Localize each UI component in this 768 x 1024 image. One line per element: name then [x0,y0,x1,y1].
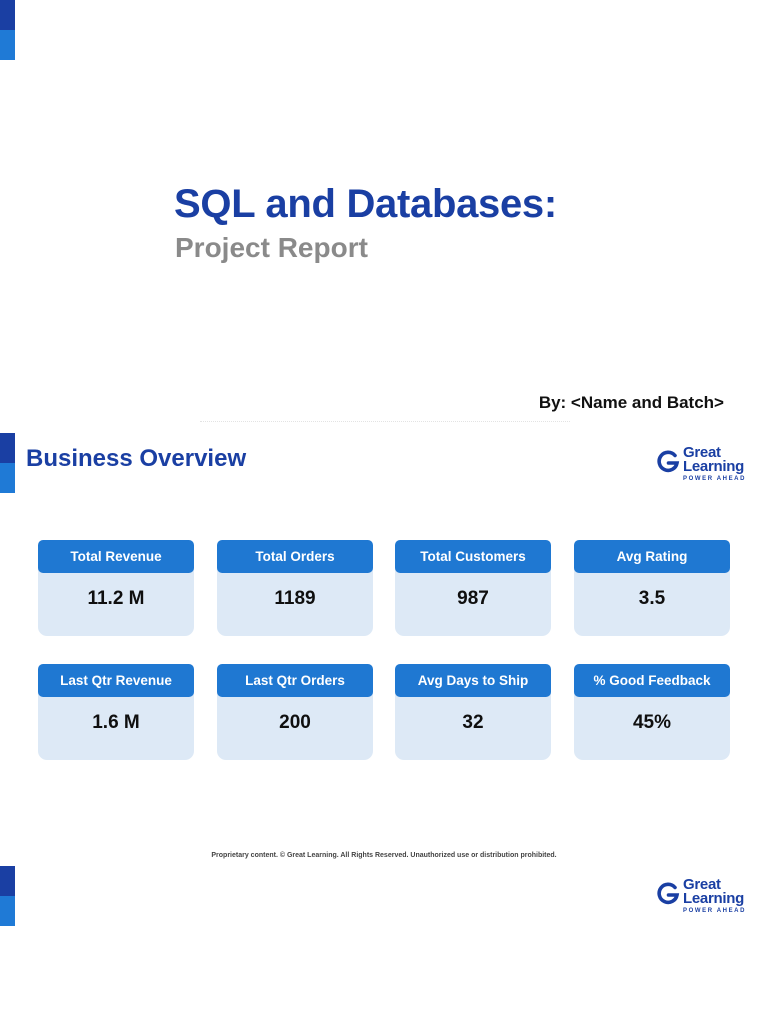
kpi-label: Last Qtr Revenue [38,664,194,697]
kpi-card-avg-days-to-ship: Avg Days to Ship 32 [395,664,551,760]
kpi-label: Total Orders [217,540,373,573]
kpi-value: 45% [632,712,672,733]
kpi-value: 1.6 M [92,712,140,733]
report-subtitle: Project Report [175,232,368,263]
kpi-card-total-revenue: Total Revenue 11.2 M [38,540,194,636]
kpi-label: Avg Days to Ship [395,664,551,697]
logo-word-learning: Learning [683,458,744,475]
section-title: Business Overview [26,445,247,472]
report-title: SQL and Databases: [174,182,557,226]
logo-word-great: Great [683,444,721,461]
faded-footer-line [200,421,570,425]
slide-accent-bar [0,866,15,926]
kpi-label: Last Qtr Orders [217,664,373,697]
kpi-value: 1189 [274,588,316,609]
kpi-label: Total Revenue [38,540,194,573]
logo-tagline: POWER AHEAD [683,476,747,482]
author-line: By: <Name and Batch> [538,393,724,412]
kpi-value: 200 [279,712,311,733]
kpi-value: 32 [462,712,484,733]
kpi-label: % Good Feedback [574,664,730,697]
kpi-card-good-feedback: % Good Feedback 45% [574,664,730,760]
great-learning-logo: Great Learning POWER AHEAD [656,877,752,917]
kpi-value: 3.5 [638,588,666,609]
kpi-card-avg-rating: Avg Rating 3.5 [574,540,730,636]
slide-accent-bar [0,0,15,60]
kpi-card-last-qtr-revenue: Last Qtr Revenue 1.6 M [38,664,194,760]
kpi-value: 11.2 M [87,588,145,609]
proprietary-notice: Proprietary content. © Great Learning. A… [211,852,557,859]
great-learning-g-icon [657,450,680,473]
logo-tagline: POWER AHEAD [683,908,747,914]
slide-accent-bar [0,433,15,493]
kpi-label: Avg Rating [574,540,730,573]
logo-word-learning: Learning [683,890,744,907]
great-learning-logo: Great Learning POWER AHEAD [656,445,752,485]
kpi-card-total-customers: Total Customers 987 [395,540,551,636]
logo-word-great: Great [683,876,721,893]
kpi-card-total-orders: Total Orders 1189 [217,540,373,636]
kpi-value: 987 [457,588,489,609]
kpi-card-last-qtr-orders: Last Qtr Orders 200 [217,664,373,760]
great-learning-g-icon [657,882,680,905]
kpi-label: Total Customers [395,540,551,573]
